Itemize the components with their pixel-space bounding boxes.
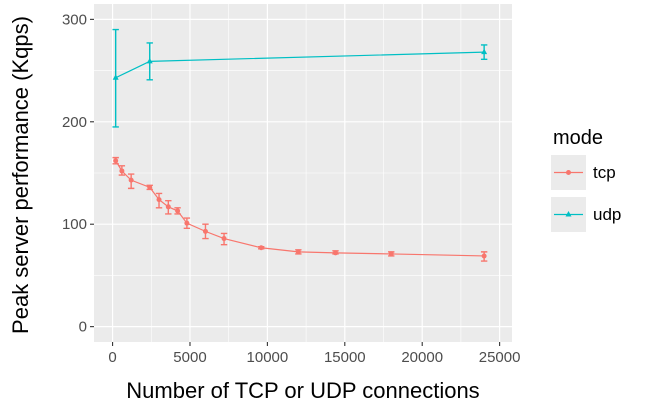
data-point-tcp (156, 197, 162, 203)
legend-label-udp: udp (593, 205, 621, 224)
x-tick-label: 5000 (173, 349, 206, 366)
legend-title: mode (553, 127, 603, 149)
legend-marker-udp (565, 211, 572, 217)
series-tcp (112, 156, 488, 262)
y-tick-label: 100 (62, 216, 87, 233)
grid-minor (94, 4, 512, 342)
x-tick-label: 20000 (401, 349, 443, 366)
data-point-tcp (128, 177, 134, 183)
x-tick-label: 25000 (479, 349, 521, 366)
data-point-tcp (481, 253, 487, 259)
x-axis: 0 5000 10000 15000 20000 25000 (108, 342, 520, 366)
legend-item-tcp: tcp (551, 155, 616, 190)
series-layer (112, 28, 488, 262)
legend: mode tcp udp (551, 127, 621, 232)
data-point-tcp (221, 236, 227, 242)
data-point-tcp (388, 251, 394, 257)
data-point-tcp (119, 168, 125, 174)
data-point-tcp (258, 245, 264, 251)
data-point-tcp (295, 249, 301, 255)
data-point-udp (481, 48, 488, 55)
grid-major (94, 4, 512, 342)
x-tick-label: 15000 (324, 349, 366, 366)
data-point-tcp (147, 184, 153, 190)
legend-item-udp: udp (551, 197, 621, 232)
data-point-udp (112, 74, 119, 80)
y-tick-label: 300 (62, 11, 87, 28)
data-point-tcp (165, 204, 171, 210)
y-axis: 0 100 200 300 (62, 11, 94, 336)
data-point-tcp (202, 228, 208, 234)
y-tick-label: 200 (62, 114, 87, 131)
legend-marker-tcp (566, 170, 571, 175)
data-point-tcp (175, 208, 181, 214)
legend-label-tcp: tcp (593, 163, 616, 182)
y-tick-label: 0 (79, 319, 87, 336)
data-point-udp (146, 57, 153, 64)
y-axis-title: Peak server performance (Kqps) (8, 16, 33, 334)
data-point-tcp (113, 158, 119, 164)
data-point-tcp (333, 250, 339, 256)
data-point-tcp (184, 220, 190, 226)
series-udp (112, 28, 488, 128)
x-tick-label: 0 (108, 349, 116, 366)
x-axis-title: Number of TCP or UDP connections (126, 378, 479, 403)
x-tick-label: 10000 (247, 349, 289, 366)
